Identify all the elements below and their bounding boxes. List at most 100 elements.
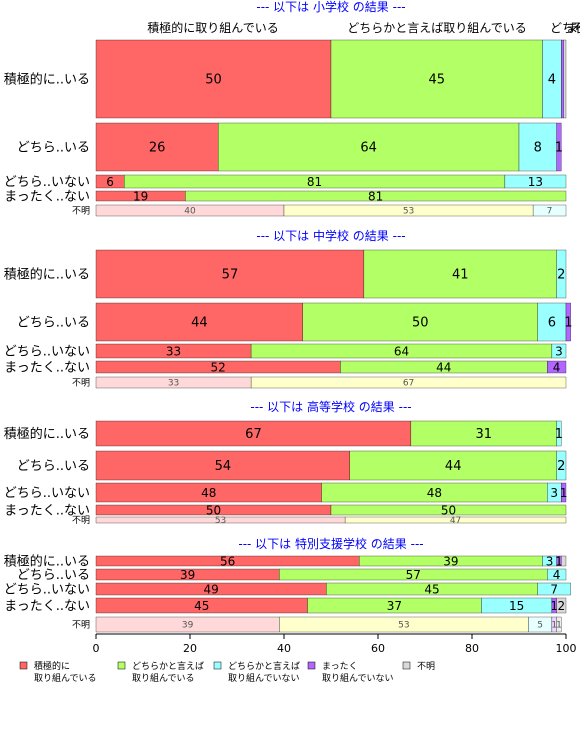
legend-swatch bbox=[19, 661, 28, 670]
data-label: 1 bbox=[555, 427, 563, 442]
bar-segment bbox=[532, 204, 567, 217]
panel-title: --- 以下は 中学校 の結果 --- bbox=[256, 228, 405, 243]
data-label: 7 bbox=[550, 582, 558, 596]
bar-segment bbox=[504, 174, 567, 189]
data-label: 57 bbox=[406, 568, 421, 582]
data-label: 53 bbox=[403, 207, 414, 217]
bar-segment bbox=[330, 504, 567, 516]
data-label: 50 bbox=[412, 316, 429, 331]
data-label: 47 bbox=[450, 516, 461, 526]
top-category-label: まった bbox=[566, 21, 580, 35]
data-label: 54 bbox=[215, 459, 232, 474]
data-label: 53 bbox=[398, 621, 409, 631]
data-label: 44 bbox=[445, 459, 462, 474]
row-label: どちら..いない bbox=[4, 175, 90, 190]
data-label: 52 bbox=[211, 360, 226, 374]
x-tick-label: 100 bbox=[556, 642, 577, 655]
data-label: 56 bbox=[220, 554, 235, 568]
bar-segment bbox=[250, 376, 567, 389]
data-label: 67 bbox=[245, 427, 262, 442]
legend-label: 積極的に bbox=[34, 660, 70, 672]
data-label: 3 bbox=[555, 344, 563, 358]
data-label: 57 bbox=[222, 268, 239, 283]
bar-segment bbox=[518, 122, 557, 172]
bar-segment bbox=[95, 122, 219, 172]
row-label: 積極的に..いる bbox=[4, 72, 90, 88]
row-label: 積極的に..いる bbox=[4, 267, 90, 283]
data-label: 67 bbox=[403, 379, 414, 389]
row-label: まったく..ない bbox=[4, 190, 90, 205]
row-label: どちら..いない bbox=[4, 583, 90, 598]
bar-segment bbox=[185, 190, 567, 202]
data-label: 44 bbox=[436, 360, 451, 374]
row-label: どちら..いる bbox=[17, 141, 90, 156]
data-label: 33 bbox=[166, 344, 181, 358]
bar-segment bbox=[556, 597, 567, 614]
row-label: どちら..いる bbox=[17, 459, 90, 474]
top-category-label: 不明 bbox=[572, 21, 580, 35]
top-category-label: どちらかと言えば取り組んでいる bbox=[347, 21, 526, 35]
data-label: 1 bbox=[551, 621, 557, 631]
bar-segment bbox=[95, 39, 332, 119]
data-label: 1 bbox=[560, 486, 568, 500]
row-label: まったく..ない bbox=[4, 361, 90, 376]
row-label: 不明 bbox=[72, 620, 90, 631]
data-label: 1 bbox=[564, 316, 572, 331]
data-label: 2 bbox=[557, 268, 565, 283]
legend-label: 取り組んでいる bbox=[34, 672, 97, 684]
data-label: 50 bbox=[206, 503, 221, 517]
data-label: 4 bbox=[548, 73, 556, 88]
bar-segment bbox=[537, 302, 567, 342]
x-tick-label: 60 bbox=[371, 642, 385, 655]
bar-segment bbox=[537, 582, 571, 596]
row-label: どちら..いる bbox=[17, 568, 90, 583]
x-tick-label: 80 bbox=[465, 642, 479, 655]
data-label: 2 bbox=[557, 459, 565, 474]
panel-title: --- 以下は 特別支援学校 の結果 --- bbox=[238, 536, 423, 551]
bar-segment bbox=[95, 450, 350, 481]
bar-segment bbox=[556, 122, 562, 172]
data-label: 4 bbox=[553, 360, 561, 374]
data-label: 31 bbox=[475, 427, 492, 442]
data-label: 53 bbox=[215, 516, 226, 526]
data-label: 39 bbox=[182, 621, 194, 631]
legend-label: 取り組んでいない bbox=[322, 672, 394, 684]
bar-segment bbox=[547, 568, 567, 581]
bar-segment bbox=[95, 420, 412, 447]
bar-segment bbox=[344, 516, 567, 524]
data-label: 39 bbox=[180, 568, 195, 582]
row-label: 積極的に..いる bbox=[4, 554, 90, 570]
data-label: 50 bbox=[441, 503, 456, 517]
data-label: 49 bbox=[204, 582, 219, 596]
data-label: 15 bbox=[509, 599, 524, 613]
legend-swatch bbox=[213, 661, 222, 670]
data-label: 1 bbox=[556, 621, 562, 631]
row-label: 積極的に..いる bbox=[4, 426, 90, 442]
data-label: 45 bbox=[424, 582, 439, 596]
data-label: 26 bbox=[149, 141, 166, 156]
legend-label: どちらかと言えば bbox=[228, 660, 300, 672]
bar-segment bbox=[556, 249, 567, 299]
legend-swatch bbox=[307, 661, 316, 670]
x-tick-label: 20 bbox=[183, 642, 197, 655]
row-label: 不明 bbox=[72, 206, 90, 217]
bar-segment bbox=[551, 343, 567, 359]
bar-segment bbox=[95, 302, 303, 342]
data-label: 64 bbox=[360, 141, 377, 156]
legend-label: 不明 bbox=[417, 661, 435, 672]
bar-segment bbox=[363, 249, 557, 299]
data-label: 6 bbox=[106, 175, 114, 189]
data-label: 5 bbox=[537, 621, 543, 631]
bar-segment bbox=[349, 450, 557, 481]
x-tick-label: 40 bbox=[277, 642, 291, 655]
data-label: 39 bbox=[443, 554, 458, 568]
panel-title: --- 以下は 小学校 の結果 --- bbox=[256, 0, 405, 14]
legend-label: 取り組んでいる bbox=[132, 672, 195, 684]
data-label: 81 bbox=[368, 189, 383, 203]
data-label: 1 bbox=[550, 599, 558, 613]
legend-label: まったく bbox=[322, 661, 358, 672]
bar-segment bbox=[561, 555, 567, 567]
data-label: 6 bbox=[548, 316, 556, 331]
top-category-label: 積極的に取り組んでいる bbox=[147, 20, 278, 35]
